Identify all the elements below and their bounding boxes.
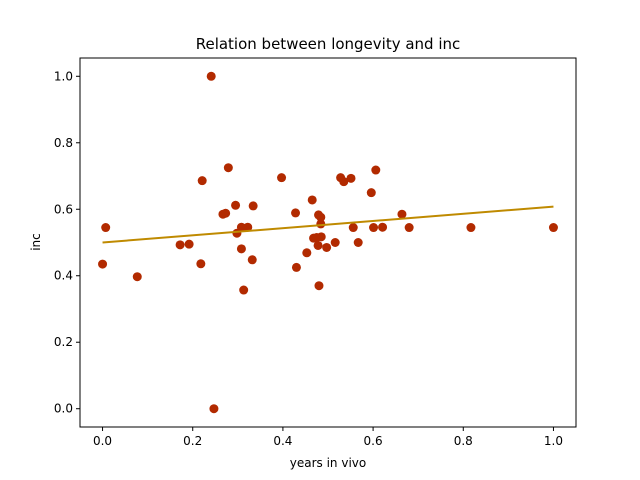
data-point [339,177,349,187]
data-point [209,404,219,414]
x-tick-label: 0.4 [273,434,292,448]
data-point [277,173,287,183]
data-point [404,223,414,233]
data-point [231,200,241,210]
data-point [371,165,381,175]
data-point [369,223,379,233]
fit-line [102,205,554,244]
data-point [330,238,340,247]
data-point [196,259,206,269]
data-point [239,285,249,295]
data-point [236,244,246,254]
data-point [366,188,376,198]
data-point [353,238,363,247]
data-point [206,71,216,81]
data-point [314,281,324,291]
x-axis-ticks: 0.0 0.2 0.4 0.6 0.8 1.0 [93,427,563,448]
y-tick-label: 1.0 [54,69,73,83]
plot-marks [98,71,558,414]
data-point [247,255,257,265]
data-point [243,222,253,232]
x-axis-label: years in vivo [290,456,366,470]
data-point [316,232,326,242]
data-point [302,248,312,258]
data-point [322,242,332,252]
data-point [378,222,388,232]
data-point [466,223,476,233]
x-tick-label: 1.0 [544,434,563,448]
y-tick-label: 0.6 [54,202,73,216]
x-tick-label: 0.8 [454,434,473,448]
data-point [132,272,142,282]
data-point [248,201,258,211]
x-tick-label: 0.0 [93,434,112,448]
y-axis-label: inc [29,233,43,251]
data-point [316,212,326,222]
data-point [291,262,301,272]
y-tick-label: 0.8 [54,136,73,150]
data-point [291,208,301,218]
data-point [223,163,233,173]
data-point [236,222,246,232]
chart-title: Relation between longevity and inc [196,35,461,53]
data-point [101,223,111,233]
data-point [197,176,207,186]
data-point [175,240,185,250]
data-point [548,223,558,233]
y-tick-label: 0.0 [54,402,73,416]
data-point [313,240,323,250]
data-point [221,208,231,218]
data-point [346,173,356,183]
y-tick-label: 0.4 [54,269,73,283]
plot-frame [79,57,577,428]
data-point [348,223,358,233]
y-tick-label: 0.2 [54,335,73,349]
y-axis-ticks: 0.0 0.2 0.4 0.6 0.8 1.0 [54,69,80,416]
data-point [184,239,194,249]
x-tick-label: 0.2 [183,434,202,448]
data-point [98,259,108,269]
x-tick-label: 0.6 [364,434,383,448]
data-point [397,209,407,219]
data-point [307,195,317,205]
